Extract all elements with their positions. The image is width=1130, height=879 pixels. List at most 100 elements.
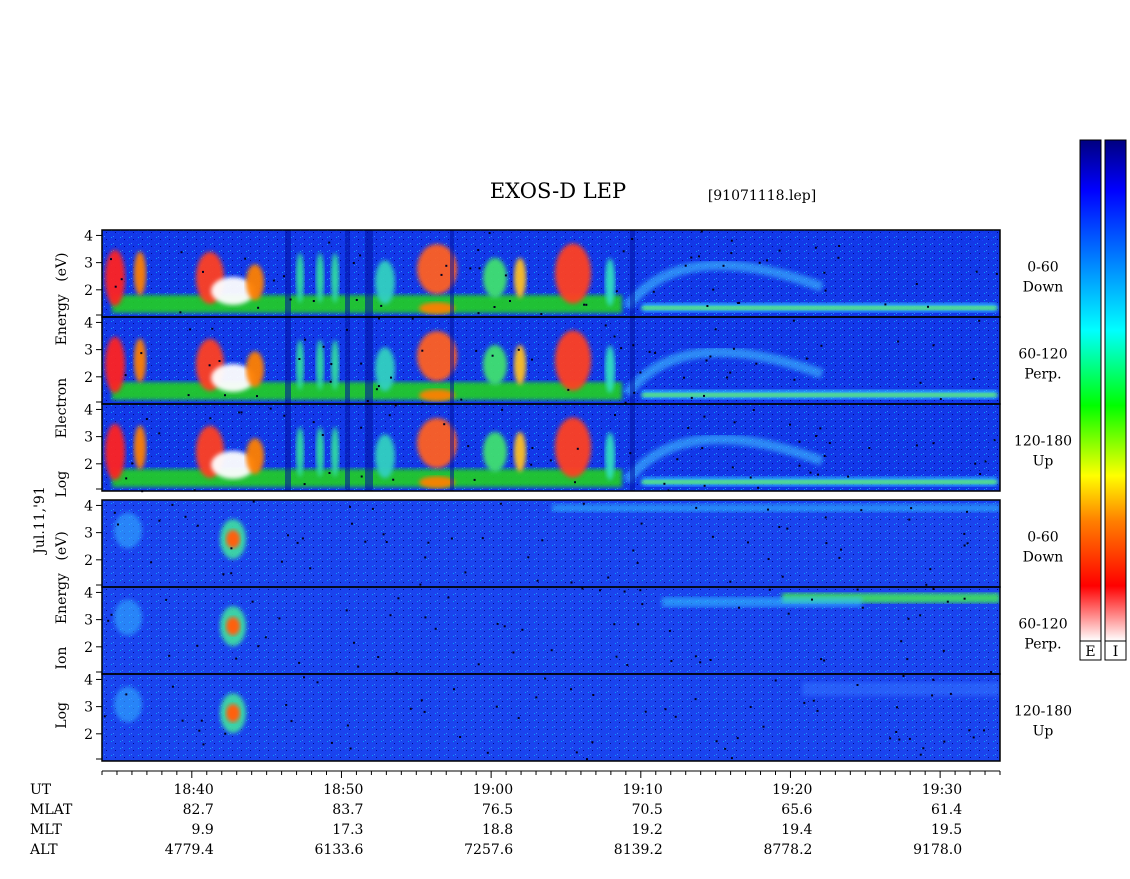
- noise-speck: [486, 751, 489, 754]
- noise-speck: [637, 623, 640, 626]
- ephem-value: 19.2: [632, 822, 663, 838]
- noise-speck: [856, 684, 859, 686]
- noise-speck: [715, 740, 718, 743]
- noise-speck: [648, 350, 651, 353]
- noise-speck: [798, 440, 801, 443]
- noise-speck: [604, 324, 607, 327]
- noise-speck: [321, 434, 324, 436]
- ion-up-band: [802, 682, 1000, 696]
- electron-feature-8: [375, 434, 395, 479]
- noise-speck: [615, 290, 618, 293]
- ephem-value: 18:40: [173, 782, 213, 798]
- electron-dispersion-arc: [623, 347, 824, 398]
- noise-speck: [805, 357, 808, 360]
- electron-feature-6: [316, 339, 324, 390]
- noise-speck: [762, 725, 765, 728]
- noise-speck: [531, 447, 534, 449]
- y-tick-label: 3: [84, 343, 93, 359]
- noise-speck: [781, 575, 784, 578]
- ephem-value: 70.5: [632, 802, 663, 818]
- noise-speck: [868, 447, 871, 449]
- noise-speck: [257, 306, 260, 309]
- noise-speck: [639, 589, 642, 592]
- ephem-value: 17.3: [332, 822, 363, 838]
- electron-label-unit: (eV): [54, 252, 70, 281]
- electron-gap-1: [345, 230, 350, 317]
- noise-speck: [499, 502, 502, 505]
- noise-speck: [931, 694, 934, 697]
- electron-feature-0: [105, 336, 125, 393]
- noise-speck: [570, 688, 572, 691]
- noise-speck: [820, 658, 823, 661]
- noise-speck: [860, 509, 863, 512]
- noise-speck: [709, 659, 712, 661]
- chart-title: EXOS-D LEP: [490, 179, 626, 203]
- noise-speck: [730, 239, 733, 242]
- noise-speck: [984, 460, 987, 463]
- electron-gap-4: [630, 317, 635, 404]
- noise-speck: [359, 254, 362, 257]
- ephem-value: 19.5: [931, 822, 962, 838]
- electron-feature-7: [331, 252, 339, 303]
- noise-speck: [700, 230, 703, 233]
- noise-speck: [674, 715, 677, 718]
- panel-direction-label: Up: [1033, 724, 1054, 740]
- noise-speck: [705, 359, 708, 362]
- noise-speck: [664, 708, 667, 711]
- noise-speck: [150, 561, 153, 564]
- electron-feature-12: [514, 344, 526, 385]
- ephem-value: 19.4: [781, 822, 812, 838]
- noise-speck: [388, 414, 391, 417]
- electron-feature-3: [211, 276, 255, 305]
- noise-speck: [209, 417, 212, 420]
- noise-speck: [706, 305, 709, 307]
- noise-speck: [726, 376, 729, 379]
- noise-speck: [809, 471, 812, 474]
- electron-feature-12: [514, 431, 526, 472]
- ion-faint-spot: [114, 512, 142, 549]
- y-tick-label: 2: [84, 283, 93, 299]
- panel-angle-label: 60-120: [1018, 617, 1067, 633]
- noise-speck: [189, 328, 191, 331]
- ion-label-unit: (eV): [54, 531, 70, 560]
- noise-speck: [925, 583, 928, 586]
- ion-spot-core: [226, 617, 240, 636]
- ephem-value: 19:20: [772, 782, 812, 798]
- noise-speck: [633, 391, 636, 394]
- noise-speck: [303, 483, 306, 486]
- electron-feature-4: [246, 351, 264, 388]
- noise-speck: [570, 581, 573, 584]
- electron-feature-8: [375, 260, 395, 305]
- noise-speck: [360, 475, 363, 478]
- noise-speck: [200, 719, 203, 722]
- noise-speck: [459, 736, 462, 738]
- noise-speck: [235, 657, 238, 660]
- noise-speck: [789, 423, 791, 426]
- noise-speck: [815, 435, 818, 437]
- noise-speck: [349, 747, 352, 750]
- noise-speck: [298, 661, 301, 664]
- noise-speck: [353, 641, 355, 644]
- noise-speck: [419, 583, 422, 586]
- panel-3-electron: [102, 404, 1000, 493]
- noise-speck: [264, 636, 267, 639]
- ion-label-energy: Energy: [54, 573, 70, 624]
- noise-speck: [624, 401, 627, 404]
- noise-speck: [847, 475, 850, 478]
- ion-faint-spot: [114, 686, 142, 723]
- noise-speck: [623, 590, 626, 593]
- noise-speck: [975, 270, 978, 273]
- noise-speck: [786, 527, 789, 530]
- ephem-value: 4779.4: [165, 842, 214, 858]
- noise-speck: [360, 426, 363, 429]
- noise-speck: [585, 303, 588, 306]
- noise-speck: [974, 462, 977, 465]
- ion-label-species: Ion: [54, 647, 70, 670]
- y-tick-label: 3: [84, 256, 93, 272]
- noise-speck: [475, 349, 478, 352]
- noise-speck: [477, 663, 480, 666]
- electron-feature-1: [134, 425, 146, 470]
- noise-speck: [581, 587, 584, 590]
- colorbar-ion: I: [1104, 139, 1127, 661]
- noise-speck: [180, 251, 183, 254]
